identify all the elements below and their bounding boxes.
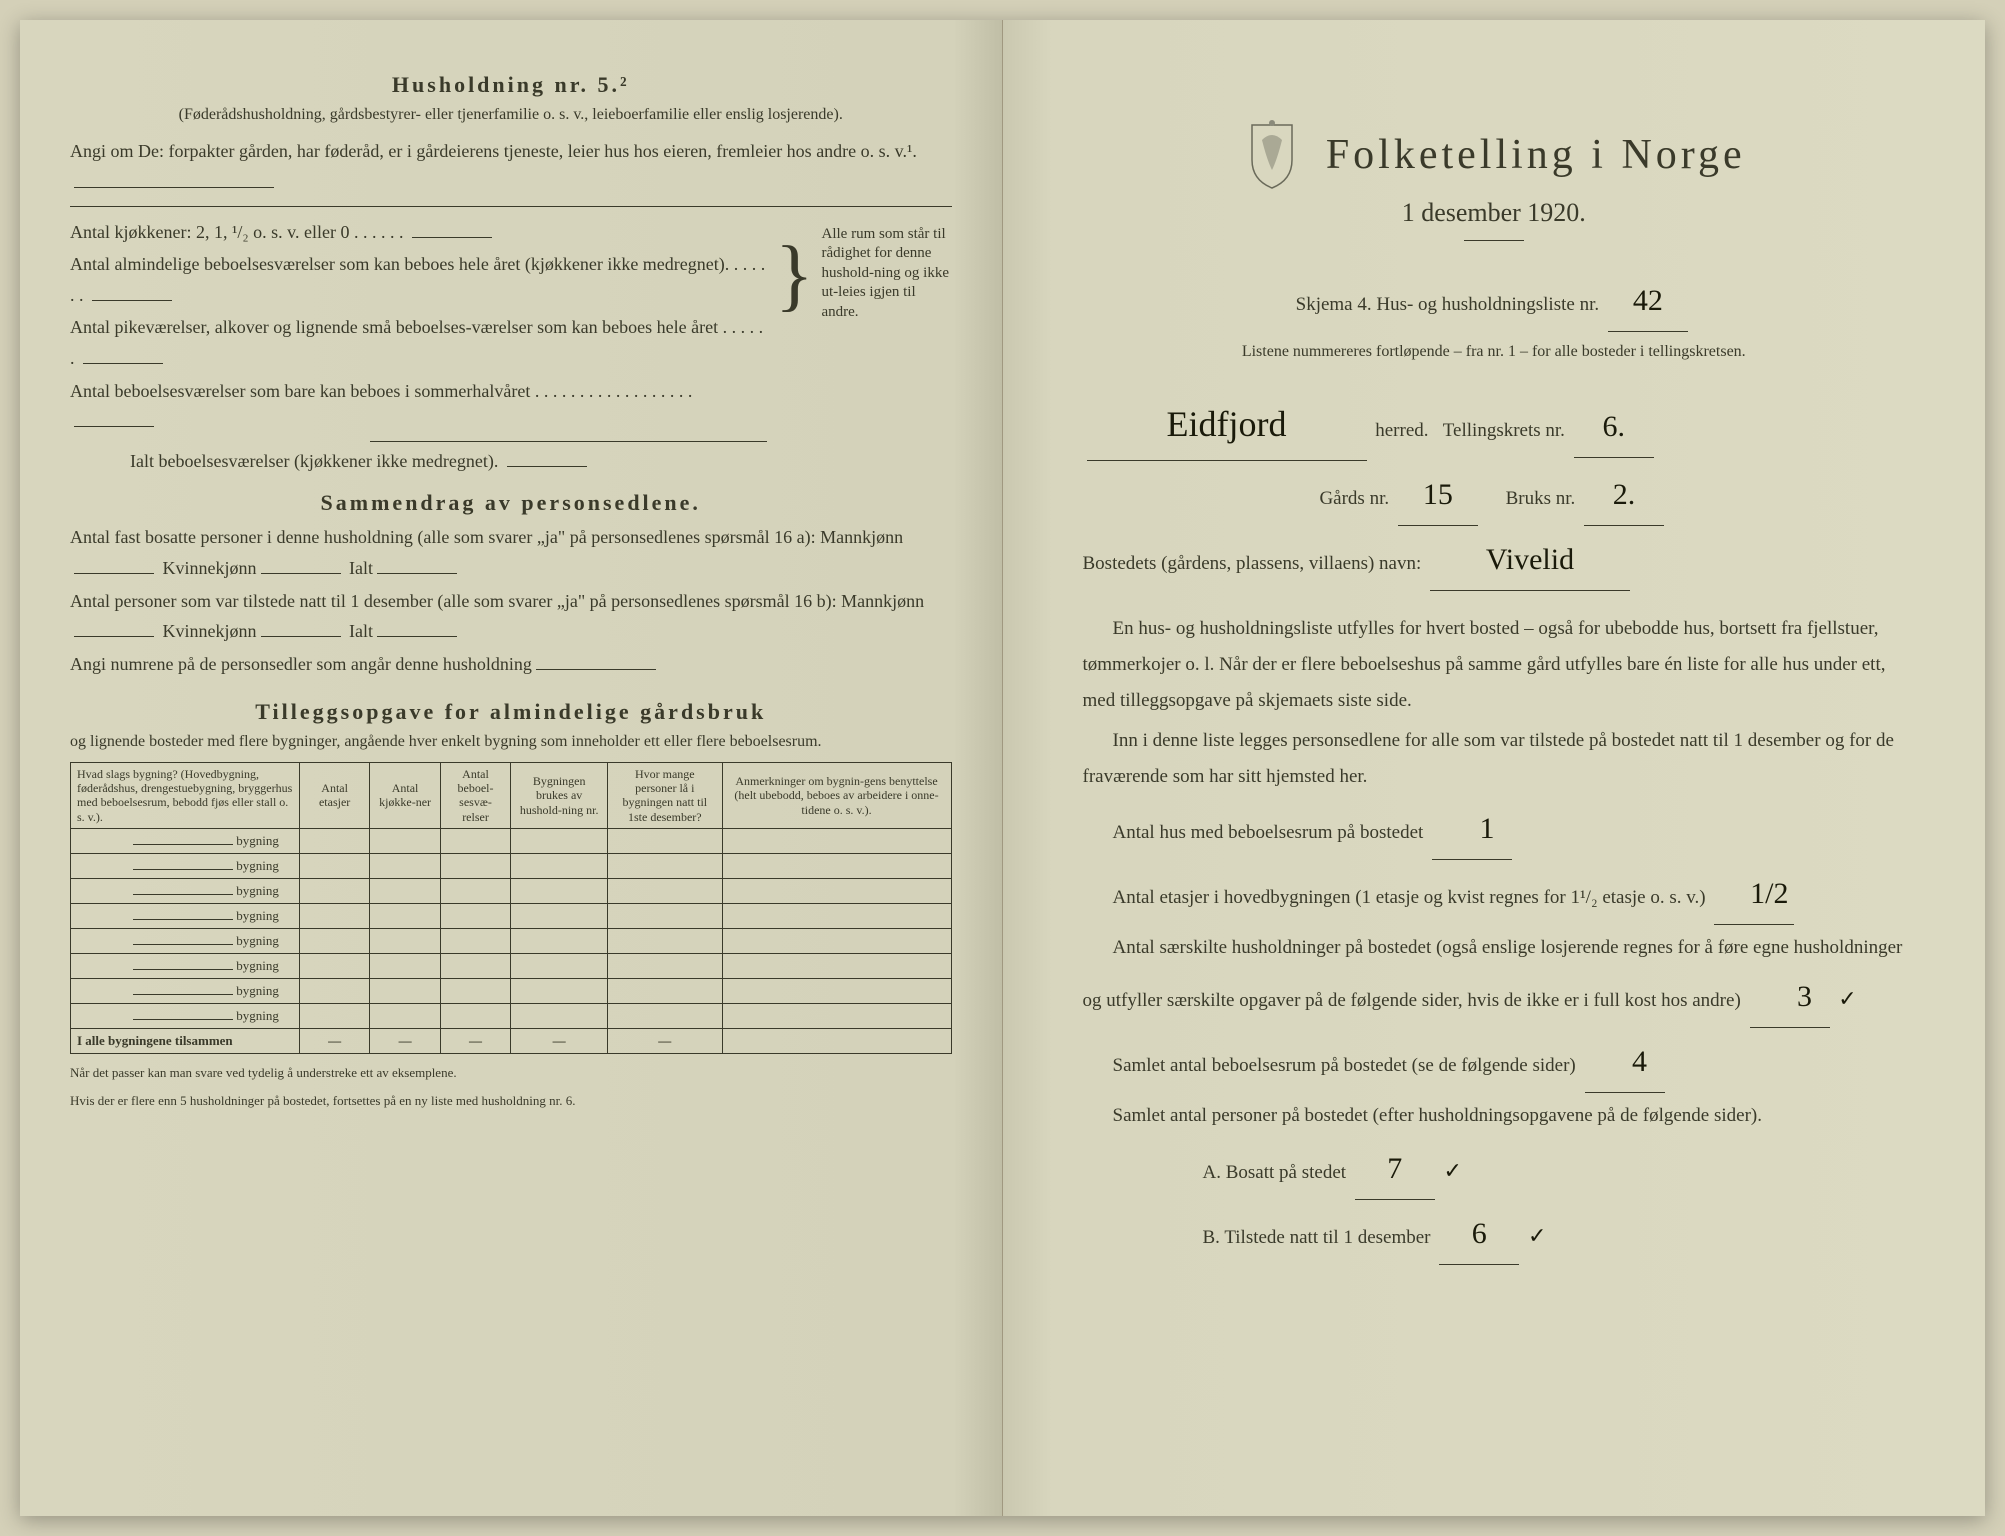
table-row: bygning [71, 879, 952, 904]
antal-hus-value: 1 [1480, 812, 1495, 845]
rooms-section: Antal kjøkkener: 2, 1, ¹/₂ o. s. v. elle… [70, 215, 952, 479]
footnote-1: Når det passer kan man svare ved tydelig… [70, 1064, 952, 1082]
sommer-label: Antal beboelsesværelser som bare kan beb… [70, 381, 530, 401]
col2-header: Antal etasjer [299, 762, 369, 829]
b-line: B. Tilstede natt til 1 desember 6 ✓ [1083, 1204, 1906, 1265]
tillegg-title: Tilleggsopgave for almindelige gårdsbruk [70, 699, 952, 725]
col6-header: Hvor mange personer lå i bygningen natt … [608, 762, 722, 829]
para2: Inn i denne liste legges personsedlene f… [1083, 723, 1906, 795]
antal-saer-value: 3 [1797, 980, 1812, 1013]
a-value: 7 [1387, 1152, 1402, 1185]
gards-line: Gårds nr. 15 Bruks nr. 2. [1083, 465, 1906, 526]
col3-header: Antal kjøkke-ner [370, 762, 440, 829]
tillegg-sub: og lignende bosteder med flere bygninger… [70, 731, 952, 753]
bygning-table: Hvad slags bygning? (Hovedbygning, føder… [70, 762, 952, 1055]
herred-value: Eidfjord [1167, 404, 1287, 444]
antal-etasjer-value: 1/2 [1750, 877, 1788, 910]
left-page: Husholdning nr. 5.² (Føderådshusholdning… [20, 20, 1003, 1516]
table-total-row: I alle bygningene tilsammen ————— [71, 1029, 952, 1054]
check-mark-icon: ✓ [1528, 1223, 1546, 1248]
listene-note: Listene nummereres fortløpende – fra nr.… [1083, 336, 1906, 368]
check-mark-icon: ✓ [1838, 986, 1856, 1011]
right-header: Folketelling i Norge 1 desember 1920. [1053, 120, 1936, 241]
brace-note: Alle rum som står til rådighet for denne… [822, 215, 952, 479]
bruks-nr-value: 2. [1613, 478, 1636, 511]
skjema-nr-value: 42 [1633, 284, 1663, 317]
samlet-pers-line: Samlet antal personer på bostedet (efter… [1083, 1097, 1906, 1135]
herred-line: Eidfjord herred. Tellingskrets nr. 6. [1083, 388, 1906, 461]
skjema-line: Skjema 4. Hus- og husholdningsliste nr. … [1083, 271, 1906, 332]
bosted-value: Vivelid [1486, 543, 1574, 576]
table-row: bygning [71, 954, 952, 979]
pikev-label: Antal pikeværelser, alkover og lignende … [70, 317, 718, 337]
check-mark-icon: ✓ [1444, 1158, 1462, 1183]
bosted-line: Bostedets (gårdens, plassens, villaens) … [1083, 530, 1906, 591]
tellingskrets-value: 6. [1602, 410, 1625, 443]
col4-header: Antal beboel-sesvæ-relser [440, 762, 510, 829]
brace-icon: } [767, 215, 821, 479]
antal-hus-line: Antal hus med beboelsesrum på bostedet 1 [1083, 799, 1906, 860]
antal-fast: Antal fast bosatte personer i denne hush… [70, 522, 952, 583]
husholdning-sub: (Føderådshusholdning, gårdsbestyrer- ell… [70, 104, 952, 126]
coat-of-arms-icon [1242, 120, 1302, 190]
sammendrag-title: Sammendrag av personsedlene. [70, 490, 952, 516]
para1: En hus- og husholdningsliste utfylles fo… [1083, 611, 1906, 719]
table-row: bygning [71, 979, 952, 1004]
col1-header: Hvad slags bygning? (Hovedbygning, føder… [71, 762, 300, 829]
col5-header: Bygningen brukes av hushold-ning nr. [511, 762, 608, 829]
table-row: bygning [71, 1004, 952, 1029]
right-page: Folketelling i Norge 1 desember 1920. Sk… [1003, 20, 1986, 1516]
col7-header: Anmerkninger om bygnin-gens benyttelse (… [722, 762, 951, 829]
document-spread: Husholdning nr. 5.² (Føderådshusholdning… [20, 20, 1985, 1516]
samlet-beb-value: 4 [1632, 1045, 1647, 1078]
table-row: bygning [71, 929, 952, 954]
antal-etasjer-line: Antal etasjer i hovedbygningen (1 etasje… [1083, 864, 1906, 925]
gards-nr-value: 15 [1423, 478, 1453, 511]
date-subtitle: 1 desember 1920. [1053, 198, 1936, 228]
samlet-beb-line: Samlet antal beboelsesrum på bostedet (s… [1083, 1032, 1906, 1093]
table-row: bygning [71, 904, 952, 929]
divider [1464, 240, 1524, 241]
husholdning-title: Husholdning nr. 5.² [70, 72, 952, 98]
table-row: bygning [71, 854, 952, 879]
angi-numrene: Angi numrene på de personsedler som angå… [70, 649, 952, 680]
ialt-beb-label: Ialt beboelsesværelser (kjøkkener ikke m… [130, 451, 498, 471]
main-title: Folketelling i Norge [1326, 131, 1746, 179]
a-line: A. Bosatt på stedet 7 ✓ [1083, 1139, 1906, 1200]
antal-tilstede: Antal personer som var tilstede natt til… [70, 586, 952, 647]
antal-saer-line: Antal særskilte husholdninger på bostede… [1083, 929, 1906, 1028]
angi-text: Angi om De: forpakter gården, har føderå… [70, 136, 952, 197]
right-body: Skjema 4. Hus- og husholdningsliste nr. … [1053, 271, 1936, 1265]
table-row: bygning [71, 829, 952, 854]
alm-beboelse-label: Antal almindelige beboelsesværelser som … [70, 254, 729, 274]
kjokkener-label: Antal kjøkkener: 2, 1, ¹/₂ o. s. v. elle… [70, 222, 349, 242]
footnote-2: Hvis der er flere enn 5 husholdninger på… [70, 1092, 952, 1110]
b-value: 6 [1472, 1217, 1487, 1250]
